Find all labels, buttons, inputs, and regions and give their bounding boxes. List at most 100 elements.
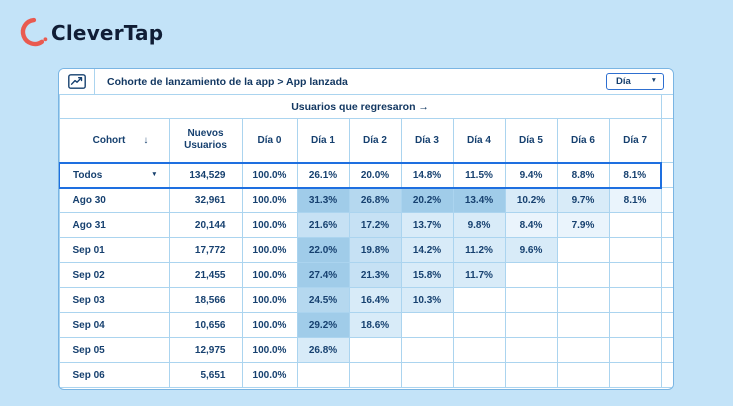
retention-cell[interactable] (504, 362, 558, 388)
retention-cell[interactable] (556, 262, 610, 288)
retention-cell[interactable]: 26.8% (296, 337, 350, 363)
cohort-cell[interactable]: Sep 04 (59, 312, 170, 338)
retention-cell[interactable] (608, 212, 662, 238)
day-column-header: Día 5 (504, 118, 558, 163)
retention-cell[interactable]: 18.6% (348, 312, 402, 338)
retention-cell[interactable]: 11.7% (452, 262, 506, 288)
trend-chart-button[interactable] (59, 69, 95, 94)
retention-cell[interactable] (556, 362, 610, 388)
cohort-cell[interactable]: Sep 03 (59, 287, 170, 313)
cohort-label: Ago 30 (72, 194, 106, 206)
retention-cell[interactable] (504, 262, 558, 288)
retention-cell[interactable]: 14.8% (400, 161, 454, 189)
retention-cell[interactable] (348, 362, 402, 388)
retention-cell[interactable] (504, 337, 558, 363)
retention-cell[interactable] (504, 312, 558, 338)
retention-cell[interactable] (556, 312, 610, 338)
day0-cell[interactable]: 100.0% (241, 262, 298, 288)
cohort-cell[interactable]: Sep 06 (59, 362, 170, 388)
cohort-column-header[interactable]: Cohort ↓ (59, 118, 170, 163)
new-users-column-label: Nuevos Usuarios (184, 127, 227, 152)
retention-cell[interactable]: 20.2% (400, 187, 454, 213)
retention-cell[interactable]: 9.6% (504, 237, 558, 263)
retention-cell[interactable]: 27.4% (296, 262, 350, 288)
cohort-cell[interactable]: Sep 05 (59, 337, 170, 363)
retention-cell[interactable]: 20.0% (348, 161, 402, 189)
retention-cell[interactable]: 10.3% (400, 287, 454, 313)
retention-cell[interactable] (608, 362, 662, 388)
retention-cell[interactable] (452, 287, 506, 313)
retention-cell[interactable]: 11.2% (452, 237, 506, 263)
retention-cell[interactable] (556, 287, 610, 313)
day0-cell[interactable]: 100.0% (241, 287, 298, 313)
cohort-cell[interactable]: Ago 31 (59, 212, 170, 238)
day0-cell[interactable]: 100.0% (241, 362, 298, 388)
day-column-header: Día 2 (348, 118, 402, 163)
retention-cell[interactable] (296, 362, 350, 388)
new-users-cell: 5,651 (168, 362, 243, 388)
table-row: Sep 04 10,656 100.0% 29.2% 18.6% (59, 312, 673, 338)
retention-cell[interactable] (504, 287, 558, 313)
day-column-header: Día 7 (608, 118, 662, 163)
retention-cell[interactable]: 13.4% (452, 187, 506, 213)
day0-cell[interactable]: 100.0% (241, 337, 298, 363)
retention-cell[interactable] (452, 337, 506, 363)
retention-cell[interactable] (556, 337, 610, 363)
retention-cell[interactable] (608, 237, 662, 263)
retention-cell[interactable]: 11.5% (452, 161, 506, 189)
cohort-table-body: Todos ▼ 134,529 100.0% 26.1% 20.0% 14.8% 11.5% 9… (59, 161, 673, 388)
retention-cell[interactable]: 9.7% (556, 187, 610, 213)
cohort-selector-cell[interactable]: Todos ▼ (59, 161, 170, 189)
retention-cell[interactable] (348, 337, 402, 363)
caret-down-icon: ▼ (650, 77, 657, 85)
retention-cell[interactable] (400, 362, 454, 388)
day0-cell[interactable]: 100.0% (241, 312, 298, 338)
retention-cell[interactable]: 15.8% (400, 262, 454, 288)
retention-cell[interactable]: 19.8% (348, 237, 402, 263)
day0-cell[interactable]: 100.0% (241, 187, 298, 213)
new-users-cell: 17,772 (168, 237, 243, 263)
cohort-cell[interactable]: Ago 30 (59, 187, 170, 213)
retention-cell[interactable] (556, 237, 610, 263)
retention-cell[interactable]: 16.4% (348, 287, 402, 313)
retention-cell[interactable]: 14.2% (400, 237, 454, 263)
retention-cell[interactable]: 9.4% (504, 161, 558, 189)
day0-cell[interactable]: 100.0% (241, 212, 298, 238)
granularity-dropdown[interactable]: Día ▼ (606, 73, 664, 90)
retention-cell[interactable]: 8.1% (608, 161, 663, 189)
day0-cell[interactable]: 100.0% (241, 237, 298, 263)
retention-cell[interactable]: 24.5% (296, 287, 350, 313)
retention-cell[interactable] (608, 262, 662, 288)
retention-cell[interactable]: 21.3% (348, 262, 402, 288)
retention-cell[interactable]: 26.1% (296, 161, 350, 189)
retention-cell[interactable]: 29.2% (296, 312, 350, 338)
table-row: Sep 05 12,975 100.0% 26.8% (59, 337, 673, 363)
day0-cell[interactable]: 100.0% (241, 161, 298, 189)
line-chart-icon (67, 74, 86, 89)
retention-cell[interactable]: 22.0% (296, 237, 350, 263)
retention-cell[interactable]: 21.6% (296, 212, 350, 238)
retention-cell[interactable]: 8.1% (608, 187, 662, 213)
returning-users-banner: Usuarios que regresaron → (59, 95, 662, 119)
retention-cell[interactable]: 7.9% (556, 212, 610, 238)
retention-cell[interactable] (608, 337, 662, 363)
cohort-cell[interactable]: Sep 02 (59, 262, 170, 288)
retention-cell[interactable] (608, 312, 662, 338)
retention-cell[interactable] (608, 287, 662, 313)
cohort-cell[interactable]: Sep 01 (59, 237, 170, 263)
retention-cell[interactable]: 31.3% (296, 187, 350, 213)
retention-cell[interactable]: 17.2% (348, 212, 402, 238)
retention-cell[interactable]: 8.8% (556, 161, 610, 189)
retention-cell[interactable]: 9.8% (452, 212, 506, 238)
table-row: Ago 30 32,961 100.0% 31.3% 26.8% 20.2% 13.4% 10… (59, 187, 673, 213)
retention-cell[interactable]: 26.8% (348, 187, 402, 213)
retention-cell[interactable] (452, 362, 506, 388)
retention-cell[interactable] (400, 312, 454, 338)
retention-cell[interactable]: 10.2% (504, 187, 558, 213)
table-row: Ago 31 20,144 100.0% 21.6% 17.2% 13.7% 9.8% 8.4… (59, 212, 673, 238)
clevertap-wordmark: CleverTap (51, 21, 164, 45)
retention-cell[interactable] (400, 337, 454, 363)
retention-cell[interactable]: 13.7% (400, 212, 454, 238)
retention-cell[interactable]: 8.4% (504, 212, 558, 238)
retention-cell[interactable] (452, 312, 506, 338)
